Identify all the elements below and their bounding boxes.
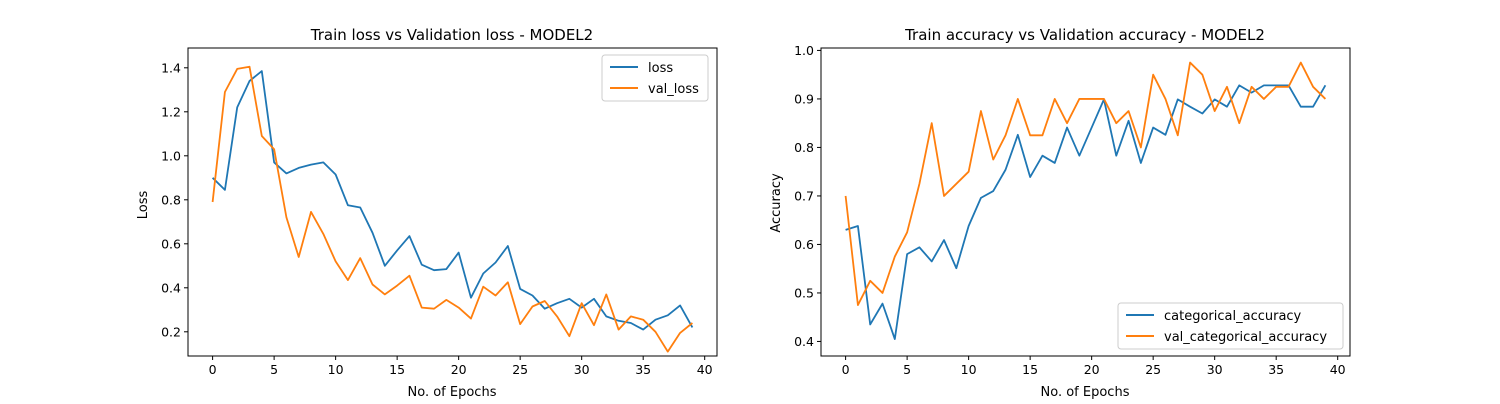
loss-y-tick-label: 0.8 <box>161 192 181 207</box>
accuracy-x-tick-label: 0 <box>842 362 850 377</box>
loss-x-tick-label: 0 <box>209 362 217 377</box>
accuracy-x-tick-label: 40 <box>1330 362 1346 377</box>
loss-chart-title: Train loss vs Validation loss - MODEL2 <box>310 26 593 44</box>
loss-x-tick-label: 5 <box>270 362 278 377</box>
loss-x-tick-label: 30 <box>574 362 590 377</box>
loss-y-tick-label: 1.4 <box>161 60 181 75</box>
loss-y-tick-label: 0.6 <box>161 236 181 251</box>
loss-y-tick-label: 1.2 <box>161 104 181 119</box>
loss-y-tick-label: 1.0 <box>161 148 181 163</box>
accuracy-plot-area <box>820 47 1351 357</box>
accuracy-axis-ticks: 0 5 10 15 20 25 30 35 40 0.4 0.5 0.6 0.7 0.8 0.9 1.0 <box>794 43 1346 377</box>
loss-series-val-loss-line <box>211 65 693 353</box>
accuracy-series-val-categorical-accuracy-line <box>844 61 1327 306</box>
accuracy-x-tick-label: 30 <box>1207 362 1223 377</box>
loss-plot-area <box>187 47 718 357</box>
loss-x-tick-label: 25 <box>512 362 528 377</box>
accuracy-series-categorical-accuracy-line <box>845 84 1327 340</box>
accuracy-y-tick-label: 1.0 <box>794 43 814 58</box>
accuracy-chart: Train accuracy vs Validation accuracy - … <box>769 26 1351 400</box>
accuracy-axes-frame <box>820 47 1351 357</box>
loss-x-tick-label: 40 <box>697 362 713 377</box>
accuracy-x-tick-label: 15 <box>1022 362 1038 377</box>
accuracy-x-tick-label: 25 <box>1145 362 1161 377</box>
accuracy-legend-box <box>1117 302 1344 350</box>
loss-axes-frame <box>187 47 718 357</box>
accuracy-y-tick-label: 0.9 <box>794 91 814 106</box>
accuracy-y-tick-label: 0.5 <box>794 285 814 300</box>
loss-x-tick-label: 15 <box>389 362 405 377</box>
loss-chart: Train loss vs Validation loss - MODEL2 N… <box>136 26 718 400</box>
accuracy-chart-title: Train accuracy vs Validation accuracy - … <box>904 26 1265 44</box>
loss-y-tick-label: 0.2 <box>161 324 181 339</box>
accuracy-y-tick-label: 0.4 <box>794 334 814 349</box>
accuracy-y-tick-label: 0.7 <box>794 188 814 203</box>
loss-axis-ticks: 0 5 10 15 20 25 30 35 40 0.2 0.4 0.6 0.8 1.0 1.2 1.4 <box>161 60 713 377</box>
accuracy-x-tick-label: 35 <box>1268 362 1284 377</box>
accuracy-x-axis-label: No. of Epochs <box>1041 385 1130 400</box>
val-categorical-accuracy-legend-label: val_categorical_accuracy <box>1164 330 1327 345</box>
accuracy-x-tick-label: 5 <box>903 362 911 377</box>
loss-y-tick-label: 0.4 <box>161 280 181 295</box>
accuracy-y-axis-label: Accuracy <box>769 173 784 233</box>
categorical-accuracy-legend-label: categorical_accuracy <box>1164 309 1302 324</box>
loss-x-tick-label: 20 <box>451 362 467 377</box>
loss-x-axis-label: No. of Epochs <box>408 385 497 400</box>
loss-series-loss-line <box>211 70 694 331</box>
loss-legend-label: loss <box>648 61 673 76</box>
loss-x-tick-label: 35 <box>635 362 651 377</box>
accuracy-x-tick-label: 20 <box>1084 362 1100 377</box>
loss-legend: loss val_loss <box>601 54 709 102</box>
accuracy-y-tick-label: 0.8 <box>794 140 814 155</box>
val-loss-legend-label: val_loss <box>648 82 699 97</box>
loss-y-axis-label: Loss <box>136 191 151 220</box>
loss-x-tick-label: 10 <box>328 362 344 377</box>
accuracy-y-tick-label: 0.6 <box>794 237 814 252</box>
accuracy-x-tick-label: 10 <box>961 362 977 377</box>
accuracy-legend: categorical_accuracy val_categorical_acc… <box>1117 302 1344 350</box>
